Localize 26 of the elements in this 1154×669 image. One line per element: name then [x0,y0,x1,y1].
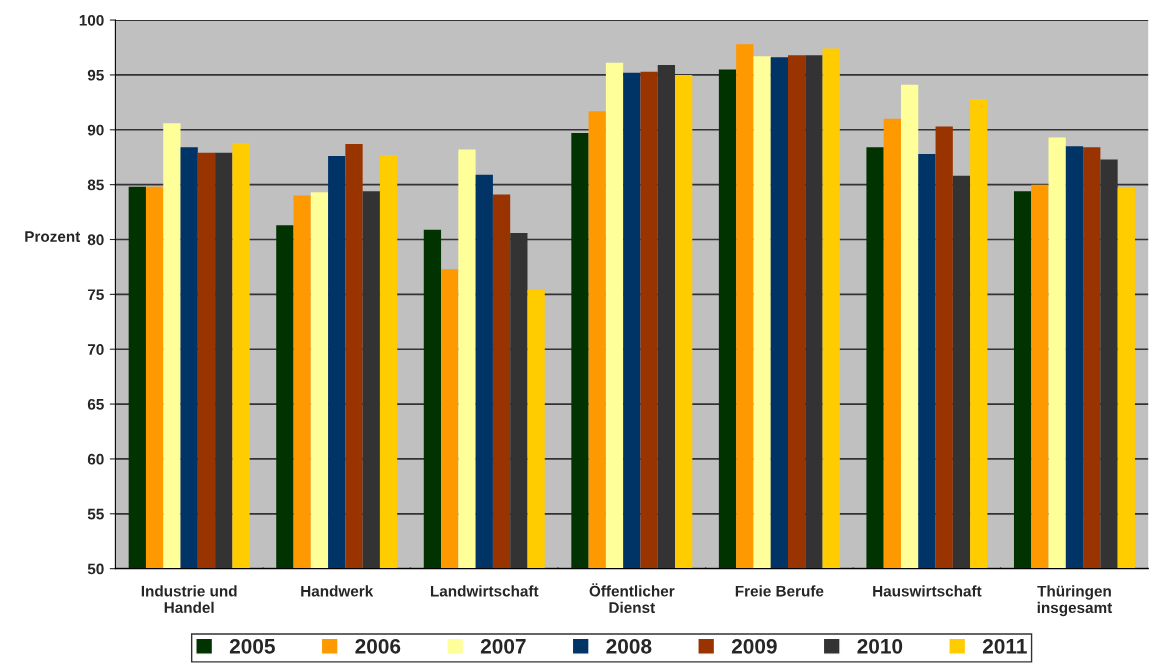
x-tick-label: Handwerk [301,585,374,597]
y-tick-label: 70 [87,344,104,355]
legend-label: 2007 [480,638,526,654]
legend-label: 2006 [355,638,401,654]
legend-label: 2009 [731,638,777,654]
y-tick-label: 55 [87,508,104,520]
y-tick-label: 100 [79,14,104,26]
x-tick-label: Öffentlicher Dienst [589,583,675,613]
y-tick-label: 65 [87,398,104,410]
legend-label: 2011 [982,638,1027,654]
legend-label: 2008 [606,638,652,654]
legend-label: 2010 [857,638,903,654]
legend-label: 2005 [229,638,275,654]
y-tick-label: 75 [87,289,104,301]
y-tick-label: 85 [87,179,104,191]
y-tick-label: 95 [87,69,104,81]
x-tick-label: Freie Berufe [735,585,824,597]
x-tick-label: Industrie und Handel [141,585,237,613]
y-tick-label: 80 [87,234,104,246]
x-tick-label: Thüringen insgesamt [1037,585,1113,617]
x-tick-label: Landwirtschaft [430,585,539,597]
y-tick-label: 60 [87,453,104,465]
x-tick-label: Hauswirtschaft [873,585,982,597]
y-tick-label: 90 [87,124,104,136]
y-axis-title: Prozent [25,231,81,242]
y-tick-label: 50 [87,563,104,575]
